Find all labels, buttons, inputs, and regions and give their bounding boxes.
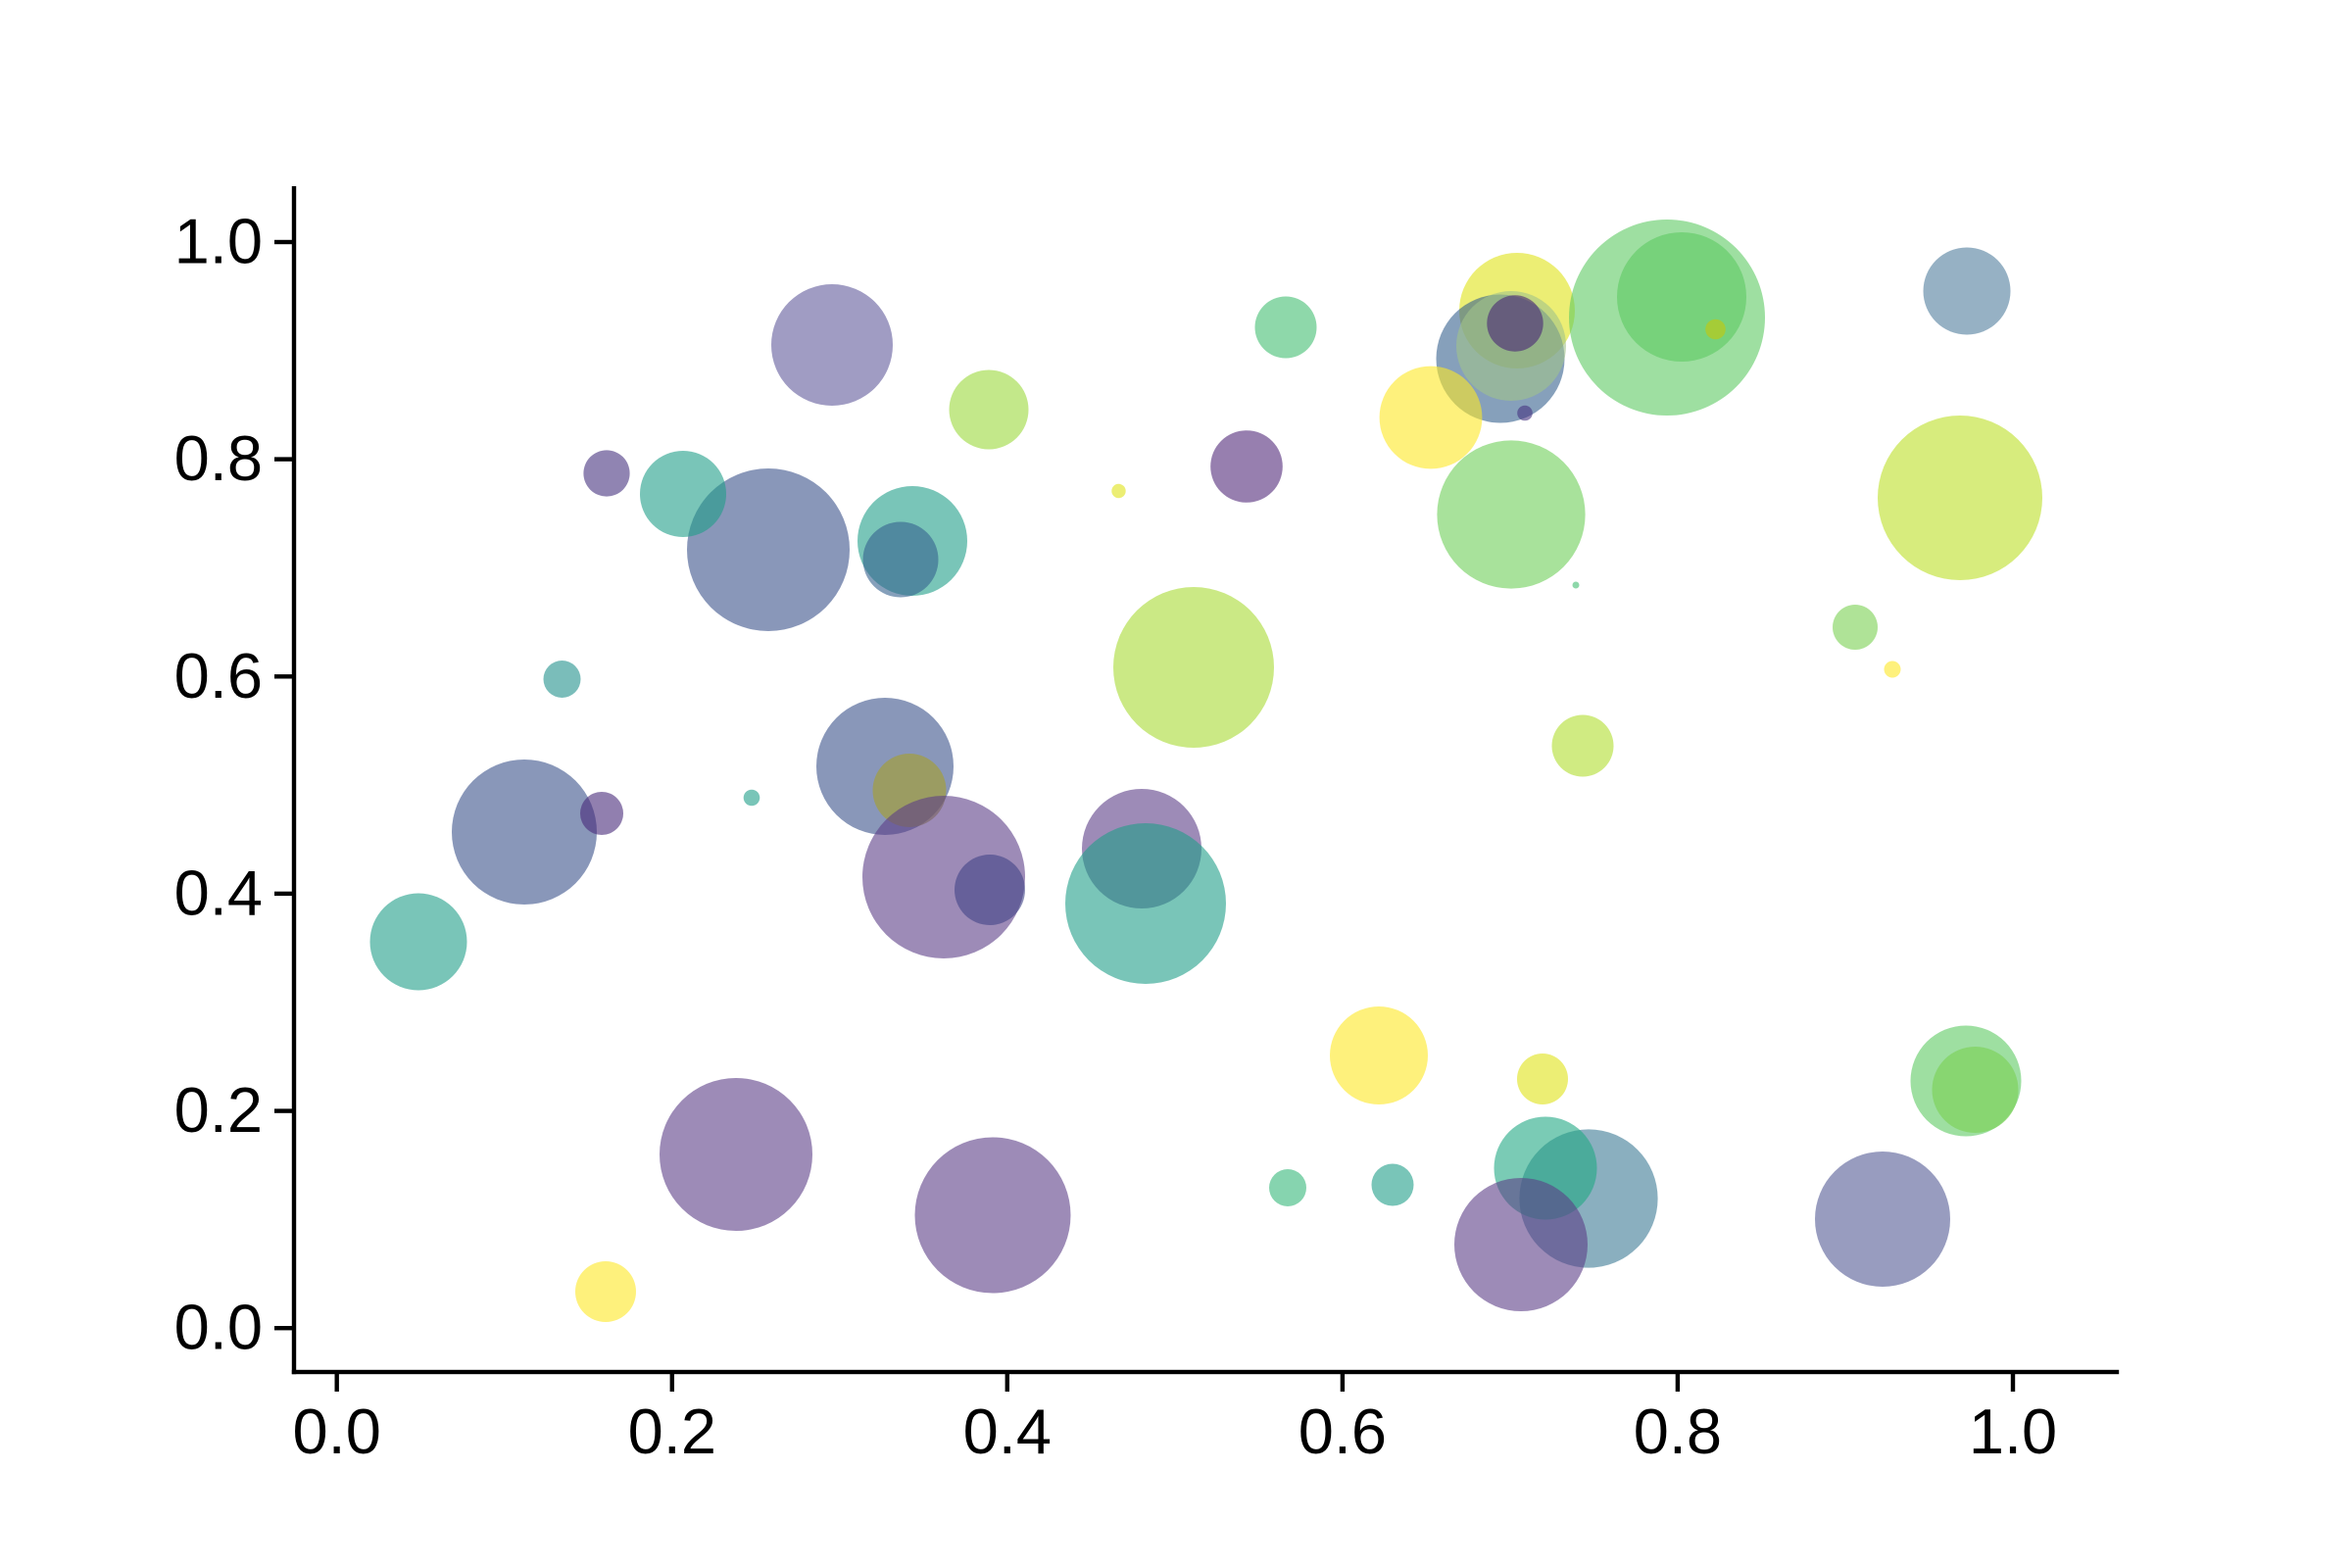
svg-text:0.8: 0.8 [1634, 1396, 1722, 1467]
svg-text:0.0: 0.0 [174, 1292, 263, 1363]
svg-text:1.0: 1.0 [174, 206, 263, 277]
svg-text:0.4: 0.4 [963, 1396, 1052, 1467]
svg-text:0.2: 0.2 [174, 1074, 263, 1146]
svg-text:0.4: 0.4 [174, 857, 263, 928]
svg-text:0.0: 0.0 [293, 1396, 381, 1467]
svg-text:0.6: 0.6 [1298, 1396, 1387, 1467]
svg-text:0.8: 0.8 [174, 422, 263, 494]
svg-text:0.2: 0.2 [628, 1396, 716, 1467]
svg-text:1.0: 1.0 [1969, 1396, 2057, 1467]
svg-text:0.6: 0.6 [174, 640, 263, 711]
